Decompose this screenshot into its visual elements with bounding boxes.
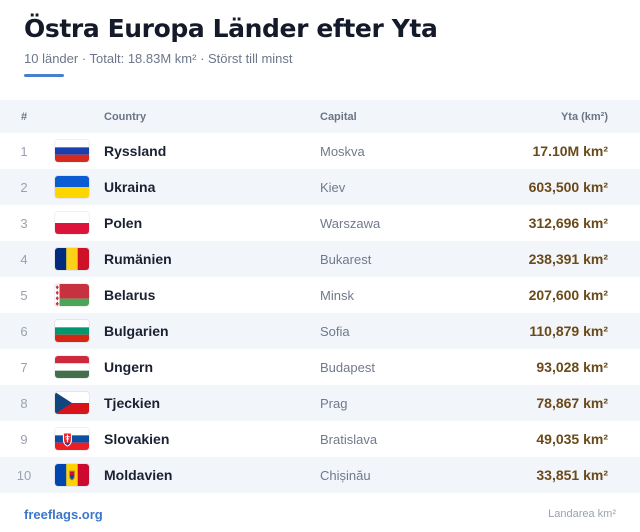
row-rank: 8: [20, 395, 28, 411]
moldova-flag-icon: [55, 464, 89, 486]
table-row: 6 Bulgarien Sofia 110,879 km²: [0, 313, 640, 349]
column-header-country: Country: [104, 110, 147, 123]
page-subtitle: 10 länder · Totalt: 18.83M km² · Störst …: [24, 51, 293, 66]
hungary-flag-icon: [55, 356, 89, 378]
row-area: 49,035 km²: [536, 431, 608, 447]
page-title: Östra Europa Länder efter Yta: [24, 14, 438, 43]
row-rank: 6: [20, 323, 28, 339]
row-country: Slovakien: [104, 431, 170, 447]
row-capital: Chișinău: [320, 467, 371, 483]
column-header-capital: Capital: [320, 110, 357, 123]
row-rank: 1: [20, 143, 28, 159]
page-header: Östra Europa Länder efter Yta 10 länder …: [24, 12, 616, 77]
row-country: Moldavien: [104, 467, 173, 483]
row-rank: 7: [20, 359, 28, 375]
row-area: 110,879 km²: [529, 323, 608, 339]
russia-flag-icon: [55, 140, 89, 162]
row-country: Tjeckien: [104, 395, 161, 411]
row-area: 17.10M km²: [532, 143, 608, 159]
row-capital: Sofia: [320, 323, 350, 339]
table-row: 5 Belarus Minsk 207,600 km²: [0, 277, 640, 313]
row-country: Rumänien: [104, 251, 172, 267]
row-rank: 10: [16, 467, 32, 483]
row-capital: Bratislava: [320, 431, 378, 447]
table-row: 2 Ukraina Kiev 603,500 km²: [0, 169, 640, 205]
row-area: 603,500 km²: [528, 179, 608, 195]
row-area: 207,600 km²: [528, 287, 608, 303]
table-row: 10 Moldavien Chișinău 33,851 km²: [0, 457, 640, 493]
page-footer: freeflags.org Landarea km²: [0, 500, 640, 528]
row-country: Ukraina: [104, 179, 156, 195]
belarus-flag-icon: [55, 284, 89, 306]
footer-note: Landarea km²: [548, 508, 616, 520]
row-country: Bulgarien: [104, 323, 169, 339]
row-rank: 2: [20, 179, 28, 195]
row-capital: Kiev: [320, 179, 346, 195]
ukraine-flag-icon: [55, 176, 89, 198]
column-header-area: Yta (km²): [560, 110, 608, 123]
row-country: Ungern: [104, 359, 153, 375]
table-row: 3 Polen Warszawa 312,696 km²: [0, 205, 640, 241]
row-rank: 4: [20, 251, 28, 267]
table-row: 7 Ungern Budapest 93,028 km²: [0, 349, 640, 385]
czechia-flag-icon: [55, 392, 89, 414]
title-accent-bar: [24, 74, 64, 77]
row-capital: Bukarest: [320, 251, 372, 267]
source-link[interactable]: freeflags.org: [24, 506, 103, 522]
table-row: 4 Rumänien Bukarest 238,391 km²: [0, 241, 640, 277]
romania-flag-icon: [55, 248, 89, 270]
slovakia-flag-icon: [55, 428, 89, 450]
table-row: 8 Tjeckien Prag 78,867 km²: [0, 385, 640, 421]
row-capital: Prag: [320, 395, 348, 411]
row-capital: Minsk: [320, 287, 354, 303]
table-row: 1 Ryssland Moskva 17.10M km²: [0, 133, 640, 169]
row-area: 93,028 km²: [536, 359, 608, 375]
row-area: 33,851 km²: [536, 467, 608, 483]
countries-table: # Country Capital Yta (km²) 1 Ryssland M…: [0, 100, 640, 493]
row-rank: 3: [20, 215, 28, 231]
row-area: 312,696 km²: [528, 215, 608, 231]
row-capital: Warszawa: [320, 215, 381, 231]
row-capital: Moskva: [320, 143, 365, 159]
row-country: Polen: [104, 215, 143, 231]
table-header-row: # Country Capital Yta (km²): [0, 100, 640, 133]
row-area: 238,391 km²: [528, 251, 608, 267]
row-capital: Budapest: [320, 359, 375, 375]
column-header-rank: #: [20, 110, 28, 123]
row-country: Belarus: [104, 287, 156, 303]
row-rank: 9: [20, 431, 28, 447]
row-country: Ryssland: [104, 143, 167, 159]
poland-flag-icon: [55, 212, 89, 234]
table-row: 9 Slovakien Bratislava 49,035 km²: [0, 421, 640, 457]
row-rank: 5: [20, 287, 28, 303]
row-area: 78,867 km²: [536, 395, 608, 411]
bulgaria-flag-icon: [55, 320, 89, 342]
